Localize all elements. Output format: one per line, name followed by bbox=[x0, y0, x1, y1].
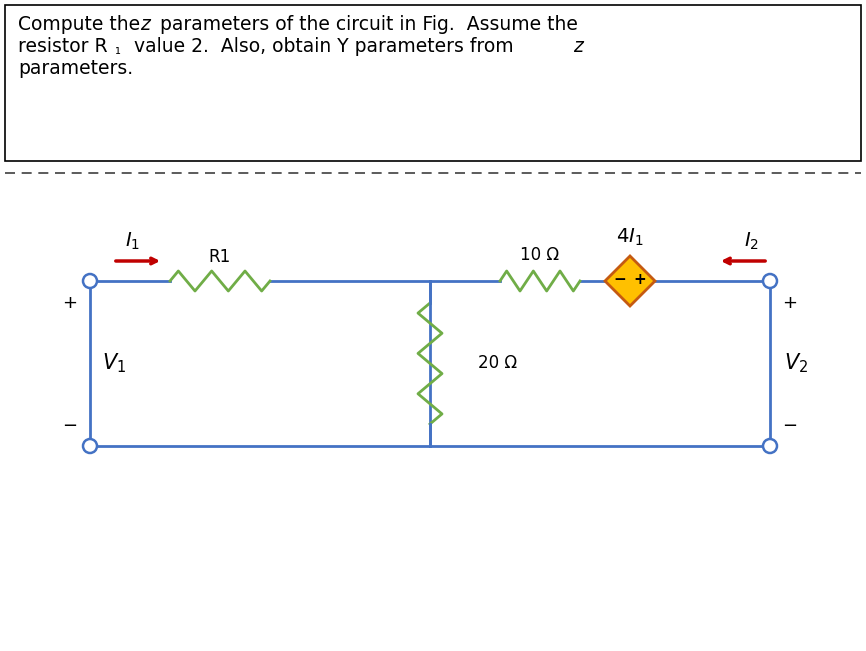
Text: 20 Ω: 20 Ω bbox=[478, 355, 517, 372]
Text: $I_1$: $I_1$ bbox=[126, 230, 140, 252]
Text: resistor R: resistor R bbox=[18, 38, 107, 57]
Circle shape bbox=[763, 439, 777, 453]
Text: parameters of the circuit in Fig.  Assume the: parameters of the circuit in Fig. Assume… bbox=[154, 16, 578, 35]
Text: −: − bbox=[783, 417, 798, 435]
Text: 10 Ω: 10 Ω bbox=[520, 246, 559, 264]
Text: Compute the: Compute the bbox=[18, 16, 146, 35]
Text: R1: R1 bbox=[209, 248, 231, 266]
Text: $z$: $z$ bbox=[573, 38, 585, 57]
Text: ₁: ₁ bbox=[115, 42, 121, 57]
Text: parameters.: parameters. bbox=[18, 59, 133, 79]
Polygon shape bbox=[605, 256, 655, 306]
Circle shape bbox=[83, 274, 97, 288]
Text: $V_2$: $V_2$ bbox=[784, 352, 808, 375]
Text: +: + bbox=[634, 271, 646, 286]
Circle shape bbox=[83, 439, 97, 453]
Text: $z$: $z$ bbox=[140, 16, 152, 35]
Circle shape bbox=[763, 274, 777, 288]
Text: −: − bbox=[614, 271, 626, 286]
Text: $V_1$: $V_1$ bbox=[102, 352, 126, 375]
Text: $4I_1$: $4I_1$ bbox=[617, 227, 643, 247]
FancyBboxPatch shape bbox=[5, 5, 861, 161]
Text: value 2.  Also, obtain Y parameters from: value 2. Also, obtain Y parameters from bbox=[128, 38, 520, 57]
Text: −: − bbox=[62, 417, 78, 435]
Text: +: + bbox=[62, 294, 77, 312]
Text: +: + bbox=[783, 294, 798, 312]
Text: $I_2$: $I_2$ bbox=[745, 230, 759, 252]
